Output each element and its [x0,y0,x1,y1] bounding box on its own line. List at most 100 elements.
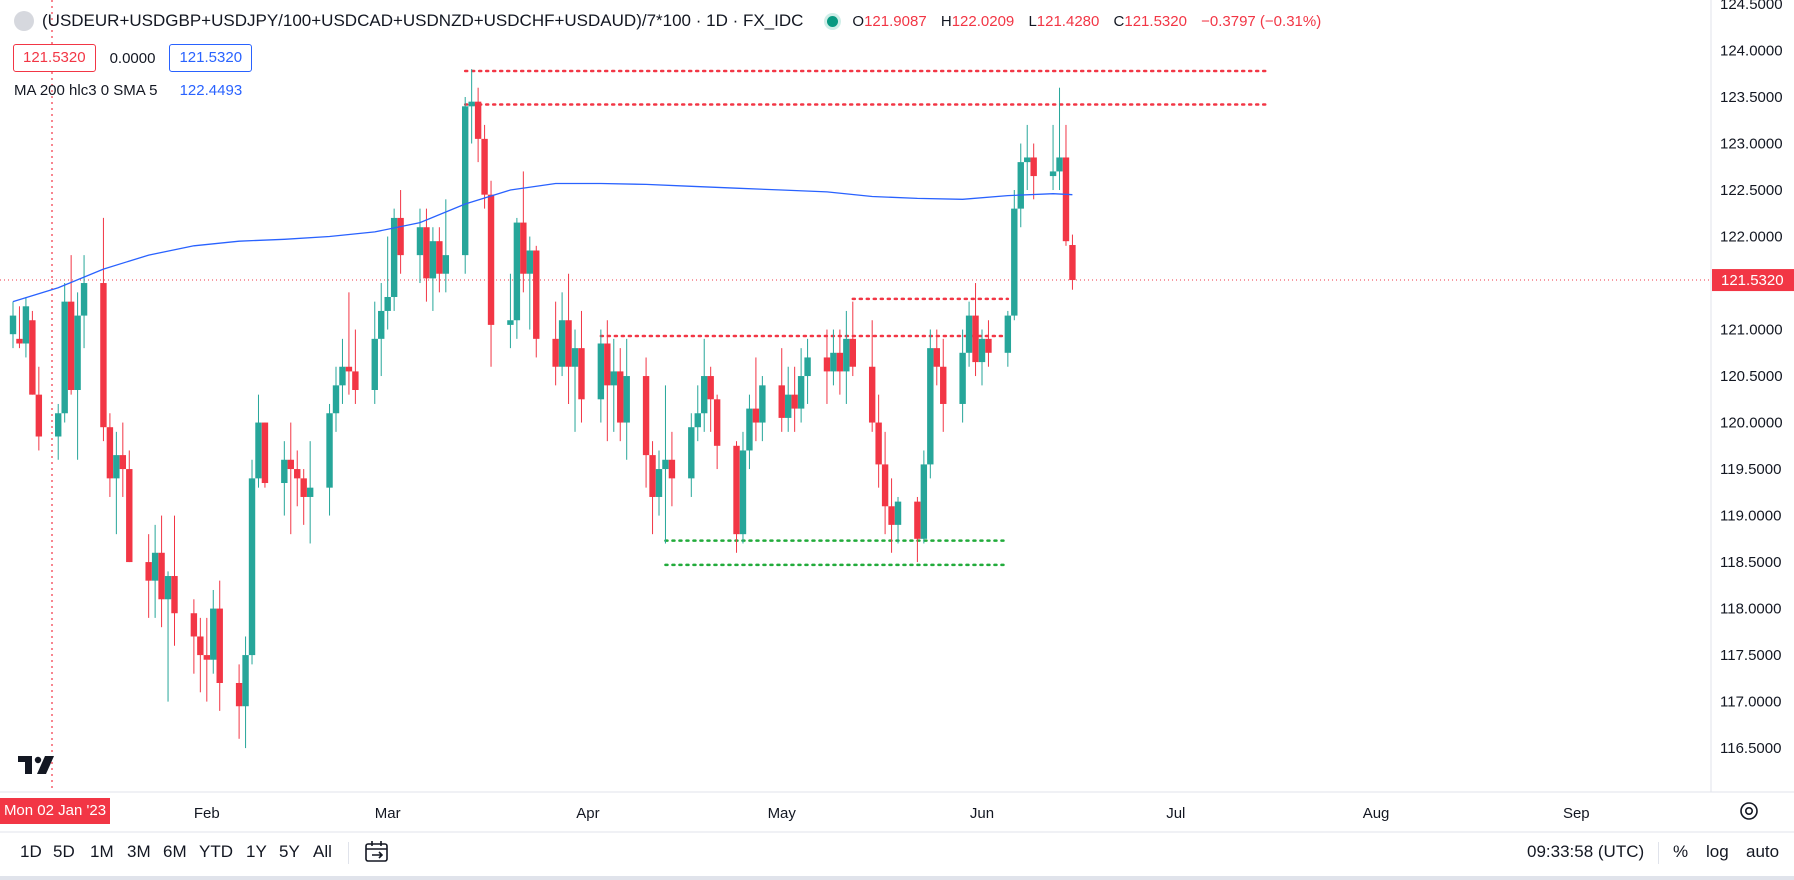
candle-body [339,366,346,386]
candle-body [868,366,876,423]
auto-scale-toggle[interactable]: auto [1746,842,1780,861]
candle [746,394,753,470]
percent-scale-toggle[interactable]: % [1673,842,1689,861]
candle-body [830,352,837,372]
candle-body [933,348,940,367]
range-ytd-button[interactable]: YTD [199,842,233,861]
candle-body [558,320,566,367]
candle [326,403,333,516]
candle-body [442,255,450,274]
range-all-button[interactable]: All [313,842,332,861]
time-axis[interactable]: Feb Mar Apr May Jun Jul Aug Sep [194,805,1590,822]
indicator-value: 122.4493 [179,82,243,99]
range-1y-button[interactable]: 1Y [246,842,267,861]
candle-body [785,394,792,418]
candle [436,227,443,293]
candle [151,524,159,618]
candle [965,301,973,367]
candle-body [287,459,294,470]
range-5d-button[interactable]: 5D [53,842,75,861]
candle-body [1049,171,1057,177]
candle [281,441,288,516]
price-axis[interactable]: 124.5000 124.0000 123.5000 123.0000 122.5000… [1712,0,1794,757]
candle [145,534,152,618]
low-value: 121.4280 [1036,12,1100,30]
candle-body [487,194,495,325]
candle [384,236,391,330]
candle [823,329,831,404]
candle-body [242,655,249,707]
range-1m-button[interactable]: 1M [90,842,114,861]
candle-body [507,320,514,325]
settings-icon[interactable] [1738,800,1760,822]
candle [604,320,611,442]
candle-body [920,464,928,539]
candle-body [526,250,533,274]
candle [623,338,630,460]
candle [552,301,559,386]
candle-body [390,217,398,297]
buy-button[interactable]: 121.5320 [169,44,253,72]
candle [474,87,482,163]
candle [416,208,424,284]
range-1d-button[interactable]: 1D [20,842,42,861]
range-3m-button[interactable]: 3M [127,842,151,861]
candle [255,394,262,488]
symbol-logo-icon [14,11,34,31]
candle [352,329,359,404]
indicator-label[interactable]: MA 200 hlc3 0 SMA 5 [14,82,158,99]
candle-body [468,101,475,107]
candle [74,292,81,460]
candle [778,348,785,432]
candle-body [74,315,81,390]
candle [106,413,114,497]
candle-body [1017,162,1024,209]
candle [558,292,566,377]
candle-body [849,338,856,367]
candle [759,376,766,442]
trade-buttons: 121.5320 0.0000 121.5320 [13,44,253,72]
price-tick-label: 122.0000 [1720,229,1783,246]
candle [959,329,966,423]
candle-body [119,455,127,470]
candle-body [203,655,210,660]
candle [927,329,934,479]
change-value: −0.3797 (−0.31%) [1201,12,1322,30]
price-tick-label: 122.5000 [1720,182,1783,199]
indicator-legend[interactable]: MA 200 hlc3 0 SMA 5 122.4493 [14,82,242,99]
log-scale-toggle[interactable]: log [1706,842,1729,861]
candle [261,422,269,488]
symbol-title[interactable]: (USDEUR+USDGBP+USDJPY/100+USDCAD+USDNZD+… [42,11,804,30]
utc-clock[interactable]: 09:33:58 (UTC) [1527,842,1645,861]
range-5y-button[interactable]: 5Y [279,842,300,861]
candle [16,306,23,349]
candle-body [1056,157,1063,172]
candle [578,310,585,423]
month-tick-label: Jun [970,805,994,822]
candle [849,301,856,377]
price-tick-label: 124.5000 [1720,0,1783,13]
candle-body [759,385,766,423]
candle [617,348,624,442]
candle [881,431,889,535]
candle [688,413,695,497]
candle-body [513,222,521,321]
sell-button[interactable]: 121.5320 [13,44,96,72]
candle [785,366,792,432]
candle-body [972,315,979,363]
candle [1069,234,1076,290]
last-price-badge [1712,269,1794,292]
candle [158,515,165,628]
range-6m-button[interactable]: 6M [163,842,187,861]
candle [804,338,811,404]
candle-body [190,613,198,637]
candle-body [836,352,844,372]
market-status-icon[interactable] [827,15,839,27]
candle [487,180,495,367]
price-tick-label: 121.0000 [1720,322,1783,339]
tradingview-logo-icon[interactable] [18,756,56,776]
candle [933,329,940,386]
candle-body [210,608,217,660]
date-range-icon[interactable] [364,840,390,864]
